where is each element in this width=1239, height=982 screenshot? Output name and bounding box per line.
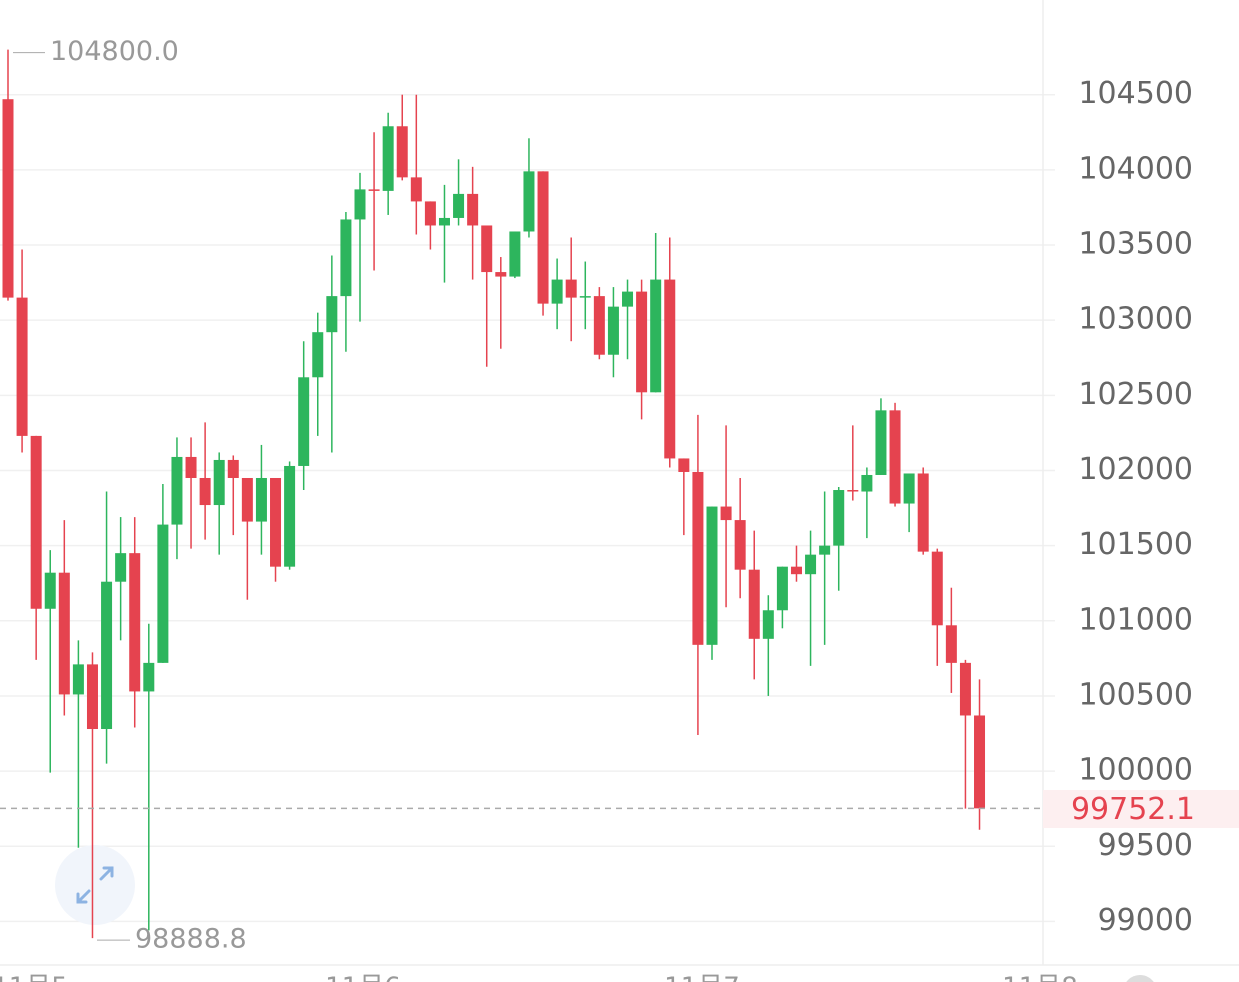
- y-tick-label: 101000: [1078, 602, 1193, 637]
- candle-body: [354, 189, 366, 220]
- candle-body: [16, 297, 28, 436]
- candle-body: [270, 477, 282, 567]
- candle-body: [312, 332, 324, 378]
- candle-body: [298, 377, 310, 466]
- candle-body: [396, 126, 408, 178]
- y-tick-label: 100000: [1078, 753, 1193, 788]
- candle-body: [171, 456, 183, 525]
- expand-icon: [76, 866, 114, 904]
- marks: 99000 99500 100000 100500 101000 101500 102000…: [0, 36, 1195, 982]
- y-tick-label: 101500: [1078, 527, 1193, 562]
- y-tick-label: 103500: [1078, 227, 1193, 262]
- candle-body: [340, 219, 352, 297]
- candle-body: [847, 490, 859, 492]
- candle-body: [805, 554, 817, 575]
- candle-body: [30, 435, 42, 609]
- candle-body: [241, 477, 253, 522]
- candle-body: [368, 189, 380, 191]
- candle-body: [101, 581, 113, 730]
- expand-button[interactable]: [55, 845, 135, 925]
- candle-body: [945, 625, 957, 663]
- candle-body: [551, 279, 563, 304]
- candle-body: [622, 291, 634, 307]
- scroll-button[interactable]: [1123, 975, 1157, 982]
- x-tick-label: 11月8: [1002, 973, 1078, 982]
- y-tick-label: 102000: [1078, 452, 1193, 487]
- candle-body: [129, 553, 141, 692]
- candle-body: [636, 291, 648, 393]
- x-tick-label: 11月7: [664, 973, 740, 982]
- candle-body: [734, 520, 746, 570]
- candle-body: [833, 490, 845, 546]
- candle-body: [495, 272, 507, 277]
- candle-body: [410, 177, 422, 202]
- y-tick-label: 103000: [1078, 302, 1193, 337]
- annotation-label: 104800.0: [50, 36, 179, 67]
- candle-body: [453, 193, 465, 218]
- candle-body: [523, 171, 535, 232]
- candle-body: [509, 231, 521, 277]
- candle-body: [284, 465, 296, 567]
- y-tick-label: 99500: [1098, 828, 1193, 863]
- candle-body: [776, 566, 788, 611]
- candle-body: [382, 126, 394, 191]
- candle-body: [44, 572, 56, 609]
- price-tag-bg: [1043, 790, 1239, 828]
- candle-body: [72, 664, 84, 695]
- candle-body: [875, 410, 887, 475]
- candle-body: [861, 474, 873, 492]
- candle-body: [762, 610, 774, 639]
- candle-body: [326, 296, 338, 333]
- candle-body: [748, 569, 760, 639]
- candle-body: [790, 566, 802, 575]
- y-tick-label: 99000: [1098, 903, 1193, 938]
- candle-body: [607, 306, 619, 355]
- candle-body: [706, 506, 718, 645]
- candle-body: [481, 225, 493, 273]
- candle-body: [199, 477, 211, 506]
- candle-body: [438, 217, 450, 226]
- candle-body: [650, 279, 662, 393]
- candle-body: [185, 456, 197, 478]
- expand-bg: [55, 845, 135, 925]
- candle-body: [579, 296, 591, 298]
- y-tick-label: 104500: [1078, 76, 1193, 111]
- candle-body: [255, 477, 267, 522]
- y-tick-label: 102500: [1078, 377, 1193, 412]
- candle-body: [157, 524, 169, 663]
- candle-body: [86, 664, 98, 730]
- candle-body: [931, 551, 943, 626]
- candle-body: [664, 279, 676, 459]
- candle-body: [720, 506, 732, 521]
- candle-body: [424, 201, 436, 226]
- x-tick-label: 11月6: [325, 973, 401, 982]
- candle-body: [2, 99, 14, 298]
- x-tick-label: 11月5: [0, 973, 68, 982]
- candle-body: [467, 193, 479, 226]
- candle-body: [143, 662, 155, 692]
- annotation-label: 98888.8: [135, 924, 247, 955]
- candle-body: [959, 662, 971, 716]
- candle-body: [917, 473, 929, 552]
- candle-body: [903, 473, 915, 504]
- candle-body: [213, 459, 225, 506]
- candle-body: [565, 279, 577, 298]
- last-price-label: 99752.1: [1071, 792, 1195, 827]
- candle-body: [692, 471, 704, 645]
- candle-body: [115, 553, 127, 582]
- candle-body: [678, 458, 690, 472]
- candle-body: [974, 715, 986, 809]
- candle-body: [593, 296, 605, 355]
- candle-body: [537, 171, 549, 304]
- y-tick-label: 100500: [1078, 677, 1193, 712]
- y-tick-label: 104000: [1078, 151, 1193, 186]
- candle-body: [58, 572, 70, 695]
- candle-body: [889, 410, 901, 504]
- candle-body: [819, 545, 831, 555]
- candle-body: [227, 459, 239, 478]
